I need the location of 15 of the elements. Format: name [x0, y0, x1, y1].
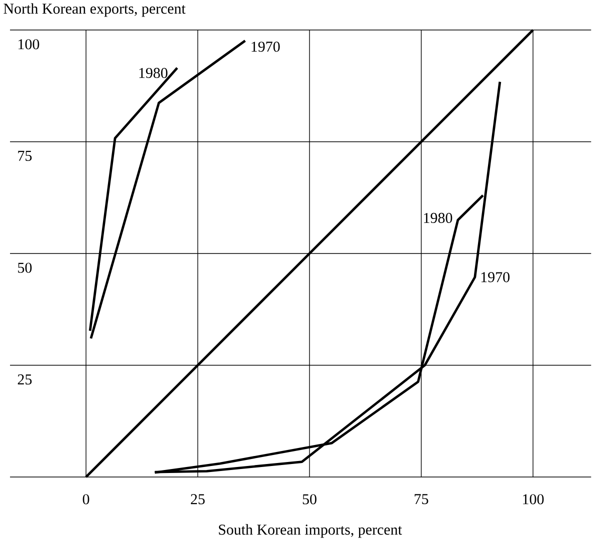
x-tick-label: 25 [190, 494, 205, 504]
x-tick-label: 0 [82, 494, 90, 504]
x-tick-label: 75 [414, 494, 428, 504]
x-tick-label: 50 [302, 494, 316, 504]
series-label: 1980 [424, 212, 452, 224]
series-label: 1970 [481, 272, 510, 282]
x-tick-label: 100 [523, 494, 544, 504]
y-tick-label: 25 [18, 374, 32, 385]
series-label: 1980 [139, 68, 168, 78]
y-tick-label: 50 [18, 262, 32, 273]
series-label: 1970 [252, 42, 280, 52]
y-axis-title: North Korean exports, percent [4, 3, 186, 17]
y-tick-label: 75 [18, 150, 32, 161]
y-tick-label: 100 [18, 39, 40, 50]
x-axis-title: South Korean imports, percent [218, 524, 402, 538]
